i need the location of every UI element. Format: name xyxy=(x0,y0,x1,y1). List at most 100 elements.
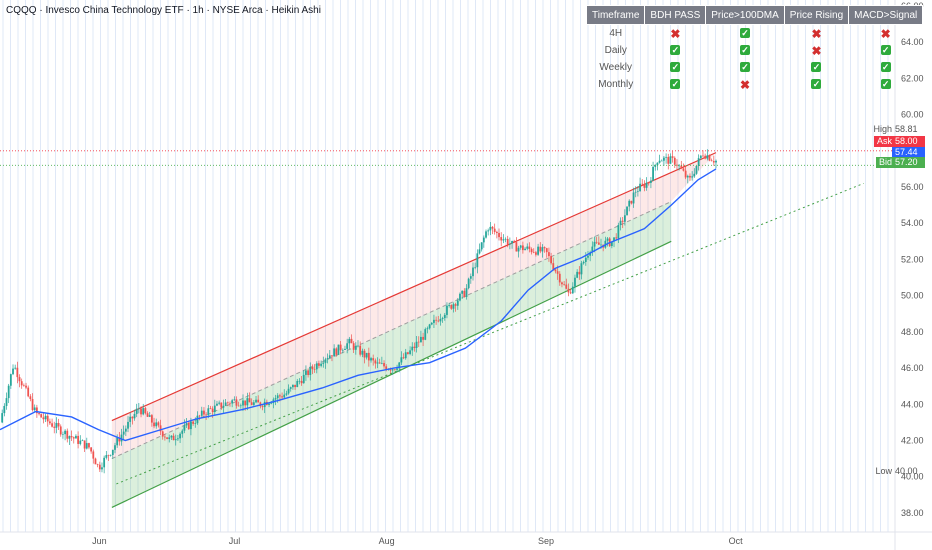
candle-body xyxy=(556,271,559,274)
candle-body xyxy=(98,464,101,470)
time-tick-label: Jul xyxy=(229,536,241,546)
candle-body xyxy=(135,408,138,414)
candle-body xyxy=(467,278,470,289)
check-icon: ✓ xyxy=(811,79,822,89)
candle-body xyxy=(226,402,229,404)
candle-body xyxy=(46,415,49,422)
candle-body xyxy=(535,252,537,255)
candle-body xyxy=(233,399,236,401)
candle-body xyxy=(663,157,665,161)
price-tick-label: 46.00 xyxy=(901,363,924,373)
price-tick-label: 48.00 xyxy=(901,327,924,337)
candle-body xyxy=(541,247,544,252)
candle-body xyxy=(196,415,199,424)
candle-body xyxy=(55,422,58,428)
candle-body xyxy=(413,346,416,348)
candle-body xyxy=(628,200,631,207)
status-cell: ✖ xyxy=(706,76,785,93)
candle-body xyxy=(107,455,110,456)
candle-body xyxy=(469,276,472,279)
status-table-header: Timeframe BDH PASS Price>100DMA Price Ri… xyxy=(585,5,924,25)
status-cell: ✓ xyxy=(645,59,706,76)
candle-body xyxy=(446,305,448,315)
header-price-100dma: Price>100DMA xyxy=(705,5,785,25)
candle-body xyxy=(174,439,177,441)
candle-body xyxy=(478,249,481,254)
candle-body xyxy=(552,263,555,270)
status-cell: ✖ xyxy=(784,25,848,43)
candle-body xyxy=(361,350,364,355)
candle-body xyxy=(691,176,694,178)
candle-body xyxy=(140,408,142,415)
status-cell: ✓ xyxy=(784,76,848,93)
cross-icon: ✖ xyxy=(670,26,681,41)
candle-body xyxy=(20,381,23,386)
candle-body xyxy=(255,399,257,403)
candle-body xyxy=(120,434,123,442)
candle-body xyxy=(574,277,576,287)
status-cell: ✓ xyxy=(706,25,785,43)
candle-body xyxy=(198,415,201,417)
candle-body xyxy=(133,413,136,419)
candle-body xyxy=(142,408,145,415)
candle-body xyxy=(207,408,210,415)
candle-body xyxy=(554,269,557,272)
candle-body xyxy=(296,380,299,388)
candle-body xyxy=(235,399,238,406)
status-row-weekly: Weekly ✓ ✓ ✓ ✓ xyxy=(587,59,923,76)
candle-body xyxy=(62,434,64,435)
candle-body xyxy=(231,400,234,404)
candle-body xyxy=(94,458,97,465)
candle-body xyxy=(706,155,709,159)
candle-body xyxy=(645,182,648,188)
candle-body xyxy=(443,314,446,319)
candle-body xyxy=(114,445,116,450)
candle-body xyxy=(177,438,179,440)
status-cell: ✓ xyxy=(706,59,785,76)
candle-body xyxy=(660,160,663,162)
bid-label: Bid xyxy=(875,157,895,168)
header-timeframe: Timeframe xyxy=(585,5,646,25)
candle-body xyxy=(153,422,155,427)
candle-body xyxy=(593,241,596,247)
candle-body xyxy=(517,247,520,252)
candle-body xyxy=(580,263,583,275)
candle-body xyxy=(352,343,355,350)
candle-body xyxy=(667,156,670,164)
candle-body xyxy=(9,374,12,386)
candle-body xyxy=(320,363,323,366)
candle-body xyxy=(116,437,119,446)
candle-body xyxy=(680,165,683,169)
candle-body xyxy=(430,322,433,325)
candle-body xyxy=(276,395,279,399)
status-cell: ✓ xyxy=(784,59,848,76)
candle-body xyxy=(38,413,40,415)
chart-title: CQQQ · Invesco China Technology ETF · 1h… xyxy=(6,5,321,16)
candle-body xyxy=(508,243,511,245)
candle-body xyxy=(29,396,32,400)
candle-body xyxy=(489,226,492,231)
candle-body xyxy=(229,402,231,404)
candle-body xyxy=(213,405,216,413)
candle-body xyxy=(90,447,93,452)
candle-body xyxy=(699,155,702,159)
candle-body xyxy=(294,384,296,388)
header-price-rising: Price Rising xyxy=(783,5,850,25)
candle-body xyxy=(79,440,82,444)
time-axis[interactable]: Jun Jul Aug Sep Oct xyxy=(0,531,932,546)
candle-body xyxy=(109,454,112,456)
check-icon: ✓ xyxy=(670,79,681,89)
candle-body xyxy=(463,290,466,297)
candle-body xyxy=(179,433,181,439)
price-tick-label: 62.00 xyxy=(901,73,924,83)
candle-body xyxy=(75,435,77,439)
candle-body xyxy=(346,343,349,349)
candle-body xyxy=(376,362,379,364)
check-icon: ✓ xyxy=(740,28,751,38)
cross-icon: ✖ xyxy=(811,43,822,58)
candle-body xyxy=(708,155,711,161)
candle-body xyxy=(72,437,75,439)
candle-body xyxy=(665,156,667,158)
candle-body xyxy=(246,398,249,406)
